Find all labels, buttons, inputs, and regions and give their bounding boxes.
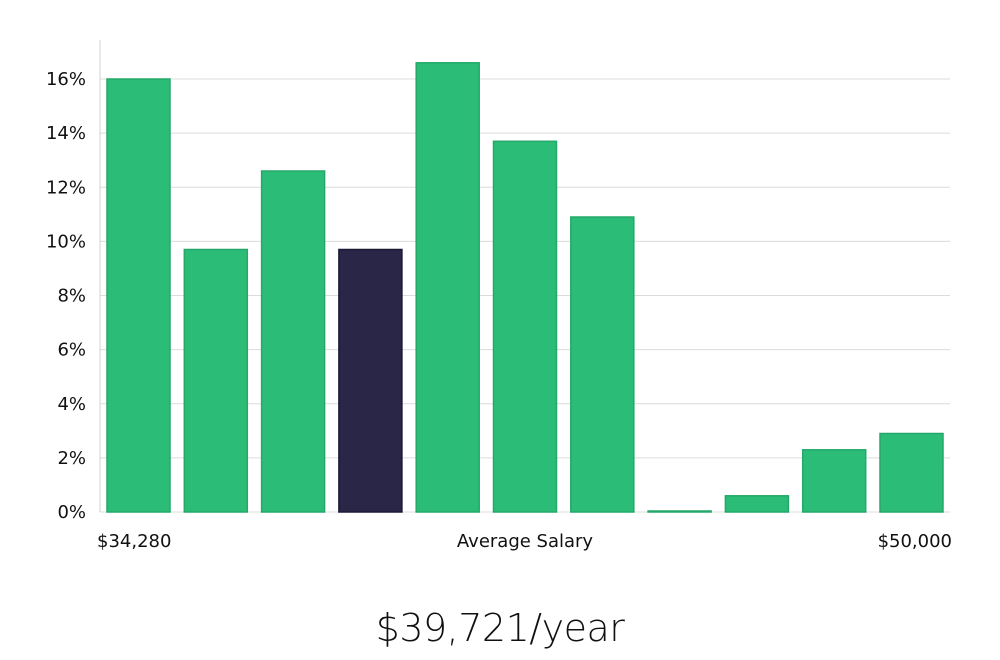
bar-9: [801, 449, 867, 513]
bar-8: [724, 495, 790, 513]
x-min-label: $34,280: [97, 531, 171, 552]
y-tick-label-16: 16%: [46, 69, 86, 90]
x-max-label: $50,000: [878, 531, 952, 552]
average-salary-headline: $39,721/year: [375, 606, 625, 650]
y-tick-label-10: 10%: [46, 231, 86, 252]
bar-2: [260, 170, 326, 513]
y-axis-tick-labels: 0% 2% 4% 6% 8% 10% 12% 14% 16%: [46, 69, 86, 523]
y-tick-label-0: 0%: [57, 502, 86, 523]
y-tick-label-8: 8%: [57, 286, 86, 307]
bar-6: [570, 216, 635, 513]
y-tick-label-6: 6%: [57, 340, 86, 361]
bars: [106, 62, 944, 513]
salary-histogram-chart: 0% 2% 4% 6% 8% 10% 12% 14% 16% $34,280 Average S…: [46, 40, 952, 552]
bar-highlighted: [338, 248, 403, 513]
bar-1: [183, 248, 249, 513]
y-tick-label-14: 14%: [46, 123, 86, 144]
y-tick-label-12: 12%: [46, 177, 86, 198]
y-tick-label-4: 4%: [57, 394, 86, 415]
y-tick-label-2: 2%: [57, 448, 86, 469]
bar-0: [106, 78, 171, 513]
x-axis-title: Average Salary: [457, 531, 594, 552]
bar-7: [647, 510, 712, 513]
bar-4: [415, 62, 480, 513]
bar-10: [879, 432, 944, 513]
bar-5: [492, 140, 558, 513]
